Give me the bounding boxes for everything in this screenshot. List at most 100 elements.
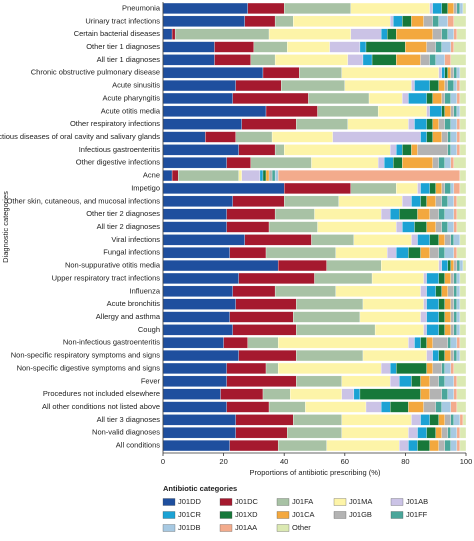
bar-segment bbox=[456, 260, 461, 272]
bar-segment bbox=[450, 182, 455, 194]
bar-segment bbox=[305, 401, 367, 413]
bar-segment bbox=[429, 80, 439, 92]
bar-segment bbox=[274, 285, 336, 297]
bar-segment bbox=[296, 324, 376, 336]
bar-segment bbox=[411, 375, 421, 387]
bar-segment bbox=[408, 427, 418, 439]
bar-segment bbox=[459, 118, 467, 130]
bar-segment bbox=[417, 182, 421, 194]
bar-segment bbox=[347, 54, 364, 66]
bar-segment bbox=[162, 272, 239, 284]
bar-segment bbox=[399, 208, 418, 220]
bar-segment bbox=[226, 157, 252, 169]
bar-segment bbox=[447, 28, 455, 40]
y-tick-label: Non-specific respiratory symptoms and si… bbox=[11, 351, 160, 360]
legend-label: J01XD bbox=[235, 510, 258, 519]
bar-segment bbox=[447, 80, 455, 92]
bar-segment bbox=[456, 67, 461, 79]
y-tick-label: All other conditions not listed above bbox=[42, 402, 160, 411]
bar-segment bbox=[447, 2, 455, 14]
bar-segment bbox=[438, 80, 445, 92]
bar-segment bbox=[162, 362, 227, 374]
bar-segment bbox=[441, 401, 452, 413]
bar-segment bbox=[411, 80, 415, 92]
bar-segment bbox=[441, 131, 448, 143]
bar-segment bbox=[420, 311, 427, 323]
bar-segment bbox=[347, 118, 409, 130]
bar-segment bbox=[441, 427, 448, 439]
x-tick-label: 20 bbox=[219, 457, 227, 466]
bar-segment bbox=[453, 28, 458, 40]
x-tick-label: 60 bbox=[341, 457, 349, 466]
bar-segment bbox=[353, 234, 412, 246]
bar-segment bbox=[402, 195, 412, 207]
y-tick-label: Fungal infections bbox=[103, 248, 160, 257]
bar-segment bbox=[296, 375, 342, 387]
bar-segment bbox=[396, 28, 433, 40]
bar-segment bbox=[453, 157, 467, 169]
bar-segment bbox=[420, 195, 427, 207]
bar-segment bbox=[453, 298, 458, 310]
y-tick-label: Other tier 2 diagnoses bbox=[86, 209, 160, 218]
bar-segment bbox=[411, 15, 424, 27]
bar-segment bbox=[408, 440, 418, 452]
bar-segment bbox=[438, 260, 442, 272]
bar-segment bbox=[277, 337, 409, 349]
bar-segment bbox=[450, 234, 455, 246]
legend-swatch bbox=[219, 524, 233, 532]
bar-segment bbox=[359, 388, 421, 400]
bar-segment bbox=[450, 144, 458, 156]
bar-segment bbox=[456, 427, 461, 439]
legend-label: J01FF bbox=[406, 510, 428, 519]
y-tick-label: Infectious diseases of oral cavity and s… bbox=[0, 132, 160, 141]
legend-label: J01MA bbox=[349, 497, 372, 506]
bar-segment bbox=[459, 337, 467, 349]
bar-segment bbox=[450, 260, 455, 272]
y-tick-label: Non-specific digestive symptoms and sign… bbox=[17, 363, 161, 372]
bar-segment bbox=[223, 337, 248, 349]
y-tick-label: Influenza bbox=[130, 286, 161, 295]
bar-segment bbox=[447, 15, 455, 27]
bar-segment bbox=[384, 157, 394, 169]
bar-segment bbox=[268, 221, 318, 233]
bar-segment bbox=[438, 375, 445, 387]
bar-segment bbox=[456, 118, 461, 130]
y-tick-label: Acute sinusitis bbox=[112, 81, 160, 90]
bar-segment bbox=[447, 131, 452, 143]
bar-segment bbox=[350, 182, 397, 194]
bar-segment bbox=[450, 440, 458, 452]
legend-swatch bbox=[219, 498, 233, 506]
bar-segment bbox=[459, 311, 467, 323]
bar-segment bbox=[450, 131, 458, 143]
legend-swatch bbox=[219, 511, 233, 519]
bar-segment bbox=[359, 311, 421, 323]
bar-segment bbox=[214, 41, 255, 53]
y-tick-label: Urinary tract infections bbox=[85, 16, 160, 25]
bar-segment bbox=[426, 350, 433, 362]
bar-segment bbox=[429, 234, 439, 246]
bar-segment bbox=[450, 54, 467, 66]
bar-segment bbox=[220, 388, 264, 400]
bar-segment bbox=[444, 414, 452, 426]
y-tick-label: All tier 3 diagnoses bbox=[97, 415, 161, 424]
bar-segment bbox=[441, 92, 445, 104]
bar-segment bbox=[429, 2, 433, 14]
bar-segment bbox=[162, 324, 233, 336]
bar-segment bbox=[453, 285, 458, 297]
legend-swatch bbox=[162, 524, 176, 532]
bar-segment bbox=[450, 118, 458, 130]
bar-segment bbox=[459, 105, 467, 117]
bar-segment bbox=[387, 28, 397, 40]
bar-segment bbox=[274, 144, 285, 156]
bar-segment bbox=[456, 298, 461, 310]
bar-segment bbox=[396, 247, 409, 259]
bar-segment bbox=[459, 285, 467, 297]
bar-segment bbox=[432, 337, 448, 349]
bar-segment bbox=[438, 298, 445, 310]
y-tick-label: Acne bbox=[143, 171, 160, 180]
bar-segment bbox=[326, 440, 400, 452]
bar-segment bbox=[444, 350, 452, 362]
bar-segment bbox=[381, 28, 388, 40]
bar-segment bbox=[444, 247, 455, 259]
bar-segment bbox=[453, 388, 458, 400]
